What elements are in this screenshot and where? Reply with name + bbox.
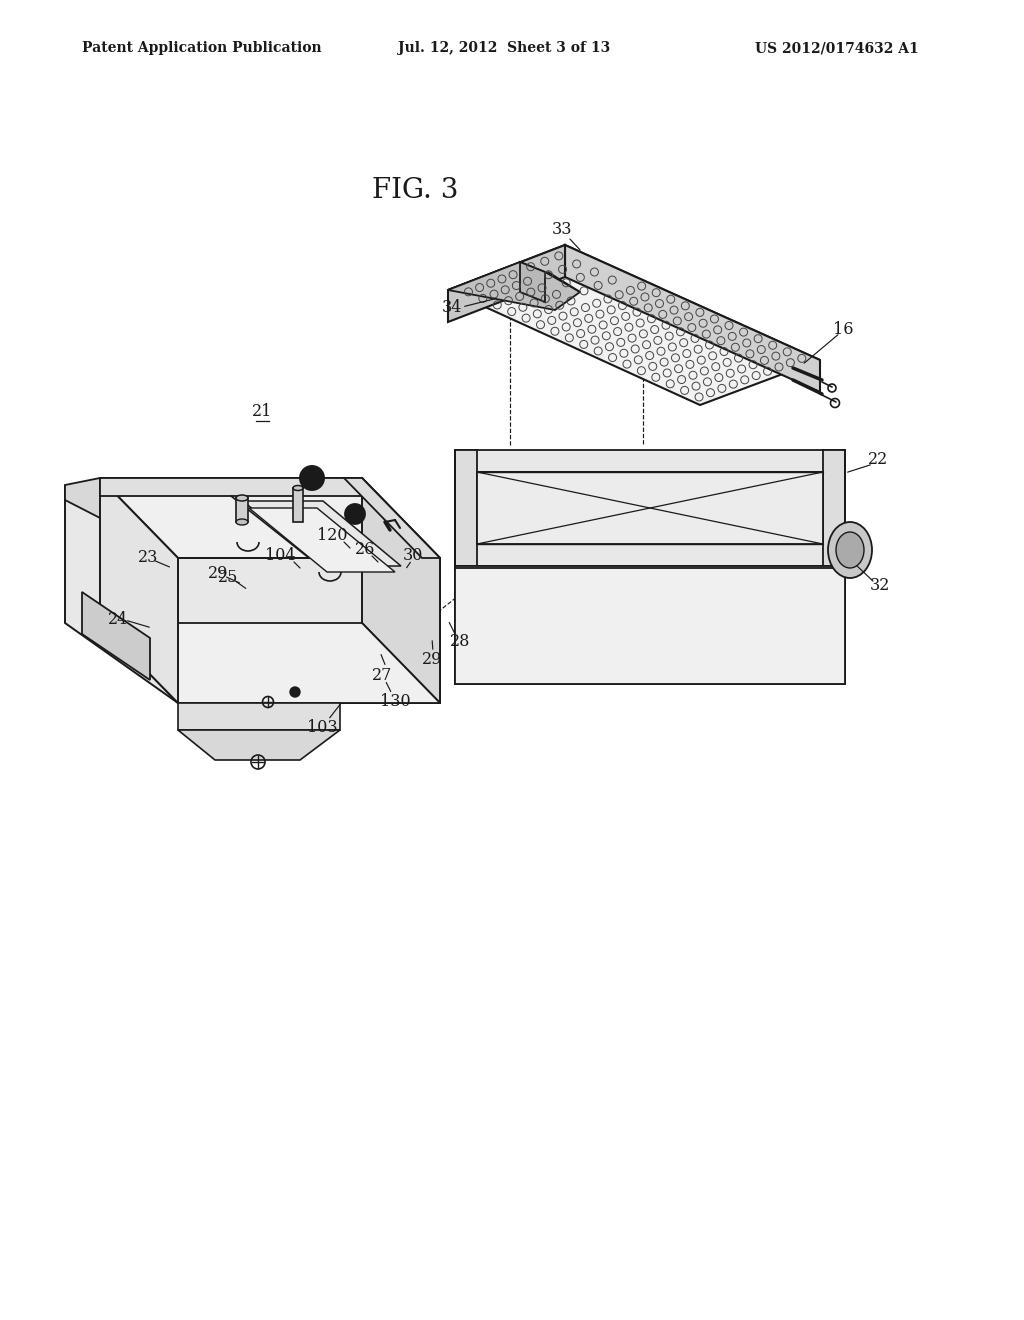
Circle shape <box>290 686 300 697</box>
Polygon shape <box>565 246 820 392</box>
Polygon shape <box>178 730 340 760</box>
Polygon shape <box>362 478 440 704</box>
Text: 34: 34 <box>441 298 462 315</box>
Circle shape <box>345 504 365 524</box>
Polygon shape <box>449 261 580 310</box>
Polygon shape <box>455 544 845 566</box>
Polygon shape <box>477 473 823 544</box>
Text: 28: 28 <box>450 634 470 651</box>
Text: 21: 21 <box>252 404 272 421</box>
Polygon shape <box>455 450 477 566</box>
Text: FIG. 3: FIG. 3 <box>372 177 458 203</box>
Polygon shape <box>249 508 395 572</box>
Polygon shape <box>65 478 178 558</box>
Polygon shape <box>243 502 401 566</box>
Polygon shape <box>100 623 440 704</box>
Polygon shape <box>293 488 303 521</box>
Polygon shape <box>65 484 178 704</box>
Text: 120: 120 <box>316 528 347 544</box>
Ellipse shape <box>836 532 864 568</box>
Text: 30: 30 <box>402 548 423 565</box>
Polygon shape <box>449 246 820 405</box>
Text: 25: 25 <box>218 569 239 586</box>
Text: 104: 104 <box>265 548 295 565</box>
Polygon shape <box>100 478 178 704</box>
Polygon shape <box>455 450 845 473</box>
Ellipse shape <box>828 521 872 578</box>
Text: 16: 16 <box>833 322 853 338</box>
Text: 27: 27 <box>372 667 392 684</box>
Polygon shape <box>100 478 362 496</box>
Text: Patent Application Publication: Patent Application Publication <box>82 41 322 55</box>
Polygon shape <box>823 450 845 566</box>
Polygon shape <box>455 568 845 684</box>
Text: US 2012/0174632 A1: US 2012/0174632 A1 <box>755 41 919 55</box>
Ellipse shape <box>236 519 248 525</box>
Ellipse shape <box>236 495 248 502</box>
Text: 26: 26 <box>354 541 375 558</box>
Polygon shape <box>178 558 440 704</box>
Text: Jul. 12, 2012  Sheet 3 of 13: Jul. 12, 2012 Sheet 3 of 13 <box>398 41 610 55</box>
Polygon shape <box>82 591 150 680</box>
Text: 24: 24 <box>108 611 128 628</box>
Polygon shape <box>449 246 565 322</box>
Ellipse shape <box>293 486 303 491</box>
Text: 23: 23 <box>138 549 158 566</box>
Polygon shape <box>178 704 340 730</box>
Text: 29: 29 <box>208 565 228 582</box>
Text: 22: 22 <box>868 451 888 469</box>
Text: 103: 103 <box>306 719 337 737</box>
Circle shape <box>300 466 324 490</box>
Polygon shape <box>236 498 248 521</box>
Text: 130: 130 <box>380 693 411 710</box>
Text: 29: 29 <box>422 652 442 668</box>
Polygon shape <box>455 566 845 684</box>
Polygon shape <box>520 261 545 302</box>
Polygon shape <box>344 478 440 558</box>
Polygon shape <box>100 478 440 558</box>
Text: 33: 33 <box>552 222 572 239</box>
Text: 32: 32 <box>869 578 890 594</box>
